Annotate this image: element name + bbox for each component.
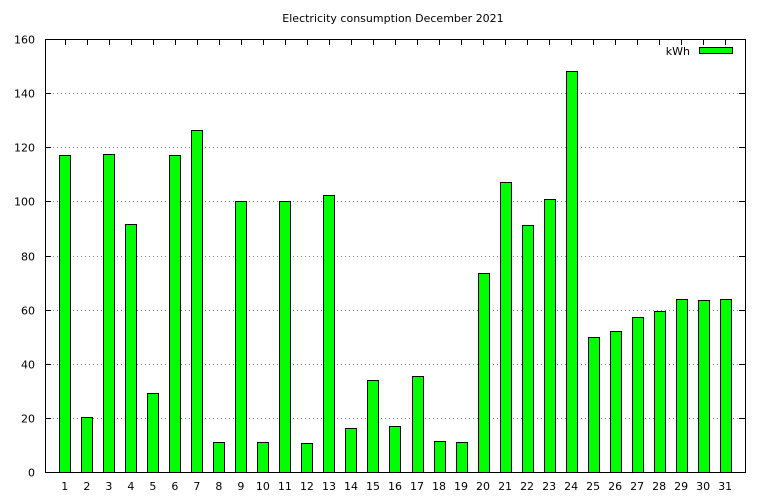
x-tick-label: 30 (696, 480, 710, 493)
bar-day-8 (213, 442, 225, 473)
bar-day-27 (632, 317, 644, 473)
bar-day-18 (434, 441, 446, 473)
bar-day-6 (169, 155, 181, 473)
x-tick-label: 15 (366, 480, 380, 493)
x-tick-label: 28 (652, 480, 666, 493)
chart-title: Electricity consumption December 2021 (282, 12, 503, 25)
x-tick-label: 5 (149, 480, 156, 493)
bar-day-9 (235, 201, 247, 473)
legend: kWh (666, 45, 733, 58)
grid-lines (45, 93, 745, 419)
bar-day-23 (544, 199, 556, 473)
y-tick-label: 0 (28, 467, 35, 480)
x-tick-label: 10 (256, 480, 270, 493)
bar-day-19 (456, 442, 468, 473)
bar-day-10 (257, 442, 269, 473)
legend-swatch (699, 47, 733, 54)
bar-day-4 (125, 224, 137, 473)
x-tick-label: 29 (674, 480, 688, 493)
bar-day-7 (191, 130, 203, 473)
x-tick-label: 3 (105, 480, 112, 493)
bar-day-12 (301, 443, 313, 473)
bar-day-5 (147, 393, 159, 473)
x-tick-label: 20 (476, 480, 490, 493)
x-tick-label: 17 (410, 480, 424, 493)
x-tick-label: 21 (498, 480, 512, 493)
x-tick-label: 8 (215, 480, 222, 493)
x-tick-label: 4 (127, 480, 134, 493)
bar-day-13 (323, 195, 335, 473)
y-axis: 0 20 40 60 80 100 120 140 160 (14, 34, 745, 480)
x-tick-label: 27 (630, 480, 644, 493)
plot-frame (45, 39, 746, 473)
x-tick-label: 9 (237, 480, 244, 493)
x-tick-label: 16 (388, 480, 402, 493)
x-tick-label: 18 (432, 480, 446, 493)
x-tick-label: 12 (300, 480, 314, 493)
bar-day-17 (412, 376, 424, 473)
x-tick-label: 7 (193, 480, 200, 493)
x-tick-label: 6 (171, 480, 178, 493)
bar-day-11 (279, 201, 291, 473)
x-tick-label: 11 (278, 480, 292, 493)
x-tick-label: 13 (322, 480, 336, 493)
bar-day-22 (522, 225, 534, 473)
x-tick-label: 24 (564, 480, 578, 493)
bar-day-24 (566, 71, 578, 473)
bar-day-25 (588, 337, 600, 473)
x-tick-label: 31 (718, 480, 732, 493)
x-tick-label: 19 (454, 480, 468, 493)
x-tick-label: 14 (344, 480, 358, 493)
y-tick-label: 120 (14, 142, 35, 155)
x-tick-label: 1 (61, 480, 68, 493)
bar-day-28 (654, 311, 666, 473)
y-tick-label: 80 (21, 251, 35, 264)
x-tick-label: 2 (83, 480, 90, 493)
bar-day-21 (500, 182, 512, 473)
bar-day-30 (698, 300, 710, 473)
bar-day-31 (720, 299, 732, 473)
x-tick-label: 25 (586, 480, 600, 493)
y-tick-label: 40 (21, 359, 35, 372)
bar-day-29 (676, 299, 688, 473)
x-axis: 1 2 3 4 5 6 7 8 9 10 11 12 13 14 15 16 17 18 19 20 21 22 23 24 2… (61, 39, 732, 493)
y-tick-label: 60 (21, 305, 35, 318)
x-tick-label: 22 (520, 480, 534, 493)
x-tick-label: 23 (542, 480, 556, 493)
bar-day-20 (478, 273, 490, 473)
bar-day-1 (59, 155, 71, 473)
bar-day-15 (367, 380, 379, 473)
bars (59, 71, 732, 473)
y-tick-label: 160 (14, 34, 35, 47)
bar-day-16 (389, 426, 401, 473)
bar-day-14 (345, 428, 357, 473)
y-tick-label: 140 (14, 88, 35, 101)
y-tick-label: 100 (14, 196, 35, 209)
bar-day-3 (103, 154, 115, 473)
legend-label: kWh (666, 45, 690, 58)
y-tick-label: 20 (21, 413, 35, 426)
x-tick-label: 26 (608, 480, 622, 493)
bar-day-26 (610, 331, 622, 473)
bar-day-2 (81, 417, 93, 473)
